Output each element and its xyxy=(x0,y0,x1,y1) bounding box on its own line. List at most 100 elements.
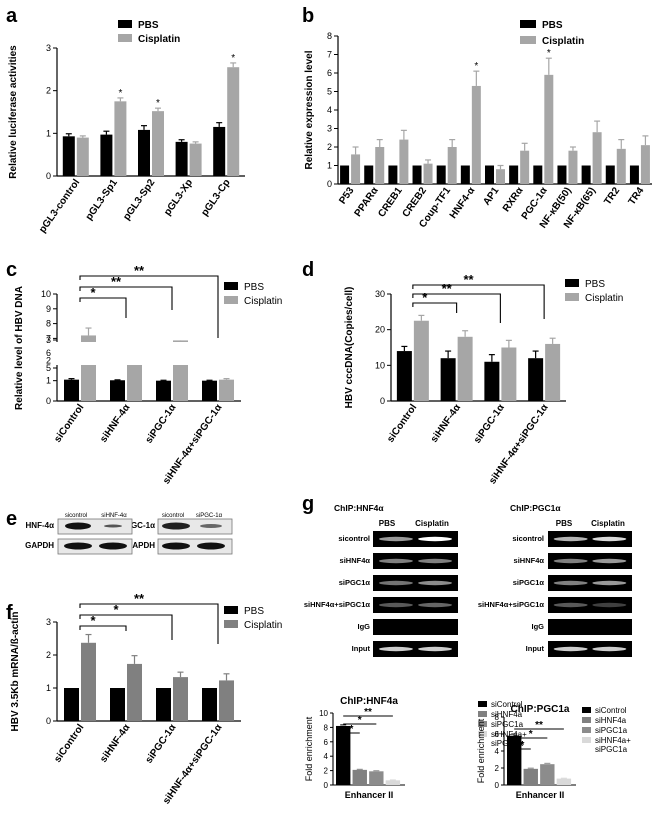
x-tick-label: pGL3-Xp xyxy=(162,177,195,217)
bar-cisplatin-0 xyxy=(413,320,429,401)
significance-star: * xyxy=(90,613,96,628)
x-tick-label: siControl xyxy=(385,402,419,444)
panel-letter-c: c xyxy=(6,259,17,281)
gel-row-label: Input xyxy=(526,644,545,653)
x-tick-label: TR2 xyxy=(602,185,622,207)
y-axis-label: HBV 3.5Kb mRNA/ß-actin xyxy=(10,611,21,731)
legend-label: siControl xyxy=(491,700,523,709)
bar-pbs-1 xyxy=(100,134,113,176)
legend-label: Cisplatin xyxy=(244,620,282,631)
y-tick-label: 8 xyxy=(46,319,51,329)
y-axis-label: Fold enrichment xyxy=(476,718,486,783)
gel-lane-strip xyxy=(373,553,458,569)
significance-bracket xyxy=(79,275,219,338)
blot-e-right-lane-2: siPGC-1α xyxy=(196,513,223,519)
x-tick-label: AP1 xyxy=(481,185,501,208)
band xyxy=(197,542,225,550)
bar-pbs-3 xyxy=(528,358,544,401)
y-axis-label: Fold enrichment xyxy=(304,716,314,781)
chart-a: 0 1 2 3 Relative luciferase activities pGL3-c… xyxy=(8,20,245,235)
legend-swatch xyxy=(478,701,487,707)
y-tick-label: 0 xyxy=(46,716,51,726)
significance-bracket xyxy=(412,302,458,313)
bar-0 xyxy=(507,735,522,785)
gel-band xyxy=(553,536,588,542)
bar-pbs-11 xyxy=(605,165,615,184)
y-tick-label: 10 xyxy=(41,289,51,299)
band xyxy=(64,542,92,550)
legend-label: siHNF4a+ xyxy=(595,736,631,745)
x-tick-label: siControl xyxy=(52,402,86,444)
bar-2 xyxy=(369,771,384,785)
y-tick-label: 8 xyxy=(324,723,329,732)
y-tick-label: 2 xyxy=(46,355,51,365)
bar-cisplatin-5 xyxy=(471,85,481,184)
chart-title: ChIP:PGC1a xyxy=(511,704,570,715)
y-tick-label: 8 xyxy=(327,31,332,41)
bar-pbs-9 xyxy=(557,165,567,184)
gel-band xyxy=(418,602,453,608)
gel-band xyxy=(418,580,453,586)
bar-cisplatin-7 xyxy=(520,150,530,184)
legend-label: PBS xyxy=(244,606,264,617)
y-tick-label: 4 xyxy=(324,752,329,761)
gel-band xyxy=(418,646,453,652)
gel-lane-strip xyxy=(373,575,458,591)
significance-star: * xyxy=(529,729,533,740)
gel-lane-strip xyxy=(548,597,632,613)
x-tick-label: pGL3-Sp2 xyxy=(121,177,157,222)
gel-lane-strip xyxy=(548,531,632,547)
bar-cisplatin-0 xyxy=(351,154,361,184)
gel-row-label: siHNF4α xyxy=(514,556,545,565)
y-tick-label: 6 xyxy=(495,730,500,739)
y-tick-label: 8 xyxy=(495,713,500,722)
gel-band xyxy=(592,646,627,652)
bar-cisplatin-1 xyxy=(457,336,473,401)
legend-label: PBS xyxy=(244,282,264,293)
y-tick-label: 5 xyxy=(46,363,51,373)
chip-gel-hnf4a: ChIP:HNF4α PBS Cisplatin sicontrol siHNF4… xyxy=(304,503,458,657)
legend-swatch xyxy=(582,737,591,743)
bar-pbs-5 xyxy=(460,165,470,184)
x-tick-label: siPGC-1α xyxy=(144,402,179,446)
bar-pbs-0 xyxy=(62,136,75,176)
gel-row-label: sicontrol xyxy=(512,534,544,543)
legend-swatch xyxy=(520,20,536,28)
bar-pbs-3 xyxy=(175,141,188,176)
legend-swatch xyxy=(224,296,238,304)
bar-pbs-10 xyxy=(581,165,591,184)
bar-cisplatin-1 xyxy=(127,663,142,721)
gel-band xyxy=(378,536,413,542)
band xyxy=(65,522,91,530)
bar-1 xyxy=(352,769,367,785)
chart-title: ChIP:HNF4a xyxy=(340,696,398,707)
blot-e-left-lane-1: sicontrol xyxy=(65,513,87,519)
significance-star: * xyxy=(350,724,354,735)
bar-3 xyxy=(556,778,572,785)
legend-swatch xyxy=(565,279,579,287)
legend-swatch xyxy=(478,711,487,717)
legend-swatch xyxy=(224,606,238,614)
significance-bracket xyxy=(79,297,127,318)
bar-pbs-3 xyxy=(412,165,422,184)
bar-cisplatin-1 xyxy=(114,101,127,176)
gel-g-right-lane-pbs: PBS xyxy=(556,519,573,528)
gel-lane-strip xyxy=(373,641,458,657)
bar-cisplatin-3 xyxy=(545,343,561,401)
y-tick-label: 30 xyxy=(375,289,385,299)
significance-star: ** xyxy=(111,274,122,289)
gel-row-label: IgG xyxy=(532,622,545,631)
bar-3 xyxy=(385,780,401,785)
bar-pbs-2 xyxy=(138,129,150,176)
legend-label: PBS xyxy=(585,279,605,290)
panel-letter-b: b xyxy=(302,5,314,27)
y-tick-label: 2 xyxy=(46,86,51,96)
y-tick-label: 1 xyxy=(327,161,332,171)
legend-label: PBS xyxy=(542,20,563,31)
bar-pbs-8 xyxy=(533,165,543,184)
bar-0 xyxy=(336,725,351,785)
legend-swatch xyxy=(565,293,579,301)
x-tick-label: siHNF-4α xyxy=(98,402,133,445)
bar-cisplatin-8 xyxy=(544,74,554,184)
